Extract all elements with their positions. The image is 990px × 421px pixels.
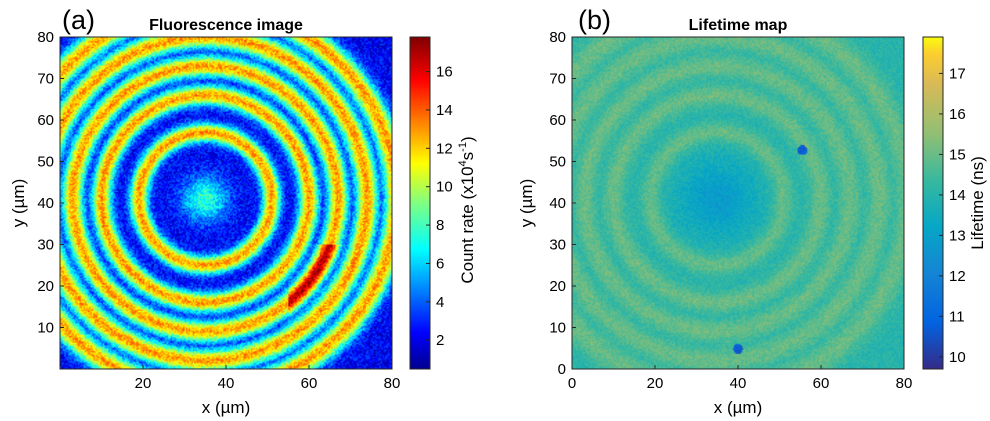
colorbar-tick-label: 12: [436, 140, 453, 157]
y-tick-label: 80: [37, 29, 54, 46]
colorbar-tick-label: 4: [436, 294, 444, 311]
colorbar-tick-label: 2: [436, 332, 444, 349]
y-tick-label: 10: [37, 320, 54, 337]
lifetime-heatmap: [572, 37, 904, 369]
panel-a-ticks: 20 40 60 80 10 20 30 40 50 60 70 80: [37, 29, 400, 392]
y-tick-label: 70: [549, 71, 566, 88]
x-tick-label: 20: [135, 375, 152, 392]
x-tick-label: 60: [813, 375, 830, 392]
colorbar-tick-label: 17: [949, 65, 966, 82]
y-tick-label: 60: [549, 112, 566, 129]
panel-b-ticks: 0 20 40 60 80 0 10 20 30 40 50 60 70 80: [549, 29, 912, 392]
y-tick-label: 50: [37, 154, 54, 171]
panel-b-title: Lifetime map: [689, 17, 788, 34]
panel-a-xlabel: x (µm): [202, 398, 251, 417]
colorbar-tick-label: 6: [436, 255, 444, 272]
panel-a-colorbar-frame: [409, 36, 431, 370]
x-tick-label: 60: [301, 375, 318, 392]
y-tick-label: 20: [37, 278, 54, 295]
y-tick-label: 50: [549, 154, 566, 171]
panel-b-colorbar-frame: [922, 36, 944, 370]
colorbar-tick-label: 16: [436, 64, 453, 81]
y-tick-label: 30: [549, 237, 566, 254]
y-tick-label: 0: [558, 361, 566, 378]
panel-b-label: (b): [578, 5, 611, 35]
x-tick-label: 0: [568, 375, 576, 392]
x-tick-label: 40: [218, 375, 235, 392]
panel-b-xlabel: x (µm): [714, 398, 763, 417]
y-tick-label: 40: [37, 195, 54, 212]
panel-b-colorbar-ticks: 10 11 12 13 14 15 16 17: [939, 65, 966, 366]
colorbar-tick-label: 14: [949, 187, 966, 204]
colorbar-tick-label: 16: [949, 106, 966, 123]
panel-a-label: (a): [62, 5, 95, 35]
y-tick-label: 30: [37, 237, 54, 254]
panel-a-title: Fluorescence image: [149, 17, 303, 34]
x-tick-label: 20: [647, 375, 664, 392]
fluorescence-heatmap: [60, 37, 392, 369]
x-tick-label: 80: [384, 375, 401, 392]
panel-b-colorbar-label: Lifetime (ns): [968, 156, 987, 250]
y-tick-label: 20: [549, 278, 566, 295]
x-tick-label: 40: [730, 375, 747, 392]
y-tick-label: 80: [549, 29, 566, 46]
colorbar-tick-label: 8: [436, 217, 444, 234]
y-tick-label: 40: [549, 195, 566, 212]
panel-b: (b) Lifetime map 0 20 40 60 80 0 10 20 30 40 50 60 7…: [517, 5, 987, 417]
y-tick-label: 10: [549, 320, 566, 337]
colorbar-tick-label: 15: [949, 146, 966, 163]
colorbar-tick-label: 13: [949, 227, 966, 244]
panel-a-ylabel: y (µm): [9, 179, 28, 228]
panel-a: (a) Fluorescence image 20 40 60 80 10 20 30 40 5…: [9, 5, 477, 417]
panel-b-colorbar: [923, 37, 943, 369]
colorbar-tick-label: 11: [949, 308, 965, 325]
colorbar-tick-label: 12: [949, 268, 966, 285]
panel-b-ylabel: y (µm): [517, 179, 536, 228]
colorbar-tick-label: 14: [436, 102, 453, 119]
colorbar-tick-label: 10: [949, 349, 966, 366]
panel-a-colorbar-ticks: 2 4 6 8 10 12 14 16: [426, 64, 453, 349]
y-tick-label: 70: [37, 71, 54, 88]
y-tick-label: 60: [37, 112, 54, 129]
colorbar-tick-label: 10: [436, 179, 453, 196]
panel-a-colorbar: [410, 37, 430, 369]
panel-a-colorbar-label: Count rate (x104s-1): [457, 136, 477, 283]
x-tick-label: 80: [896, 375, 913, 392]
